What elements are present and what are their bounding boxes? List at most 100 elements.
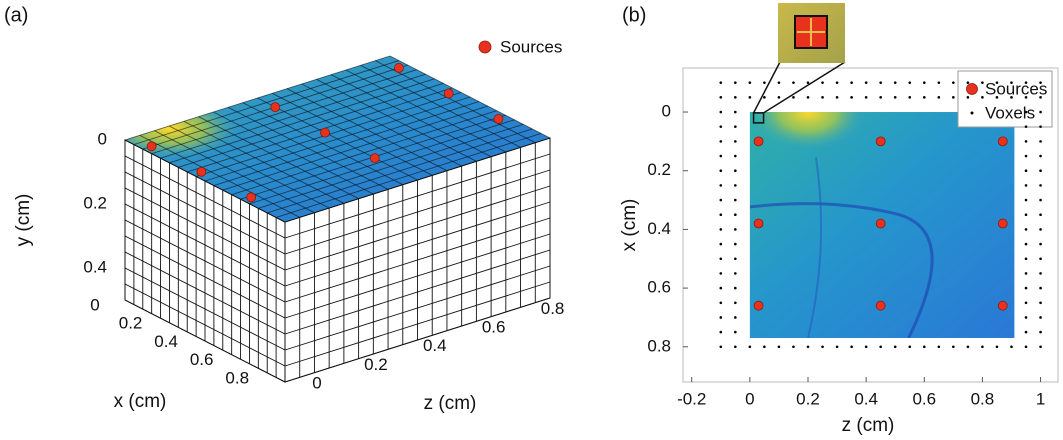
source-point <box>369 153 380 164</box>
voxel-edge <box>124 171 286 255</box>
voxel-edge <box>284 233 551 319</box>
voxel-point <box>792 345 795 349</box>
voxel-point <box>1039 198 1042 202</box>
voxel-point <box>1024 345 1028 349</box>
voxel-point <box>995 96 999 99</box>
voxel-point <box>734 125 737 128</box>
voxel-point <box>734 345 737 349</box>
voxel-edge <box>284 185 551 271</box>
voxel-point <box>719 169 723 173</box>
x-axis-label: z (cm) <box>842 415 895 436</box>
source-point <box>443 88 454 99</box>
voxel-point <box>719 272 723 275</box>
x-axis-label: x (cm) <box>114 391 167 412</box>
voxel-point <box>1010 96 1013 99</box>
voxel-point <box>1039 301 1042 305</box>
y-tick-label: 0.4 <box>83 257 107 276</box>
voxel-point <box>1039 345 1042 349</box>
voxel-edge <box>284 137 551 223</box>
voxel-point <box>1039 228 1042 231</box>
source-point <box>875 136 886 147</box>
voxel-point <box>1024 301 1028 305</box>
voxel-point <box>879 81 882 84</box>
voxel-point <box>835 96 839 99</box>
voxel-point <box>734 96 737 99</box>
legend-marker <box>966 83 978 95</box>
voxel-point <box>1010 345 1013 349</box>
voxel-point <box>719 213 723 217</box>
voxel-point <box>763 96 766 99</box>
x-tick-label: 0.8 <box>225 368 249 387</box>
source-point <box>875 300 886 311</box>
source-point <box>997 218 1008 229</box>
source-point <box>246 192 257 203</box>
legend-label: Sources <box>500 37 562 56</box>
voxel-point <box>937 96 941 99</box>
voxel-point <box>734 257 737 261</box>
voxel-edge <box>242 102 403 186</box>
voxel-point <box>850 96 853 99</box>
voxel-point <box>952 96 955 99</box>
y-axis-label: x (cm) <box>619 199 640 252</box>
x-tick-label: 0.4 <box>854 389 878 408</box>
source-point <box>146 141 157 152</box>
voxel-point <box>1024 242 1028 246</box>
voxel-point <box>1039 125 1042 128</box>
voxel-point <box>1024 272 1028 275</box>
zoom-box <box>752 112 765 124</box>
voxel-point <box>763 81 766 84</box>
voxel-point <box>719 316 723 319</box>
voxel-point <box>1039 81 1042 84</box>
voxel-point <box>1024 286 1028 290</box>
x-tick-label: 0.6 <box>912 389 936 408</box>
voxel-point <box>1024 257 1028 261</box>
voxel-edge <box>124 283 286 367</box>
voxel-point <box>1039 213 1042 217</box>
voxel-edge <box>124 203 286 287</box>
z-tick-label: 0.6 <box>482 317 506 336</box>
voxel-point <box>777 96 781 99</box>
voxel-point <box>879 345 882 349</box>
y-tick-label: 0.6 <box>647 278 671 297</box>
voxel-point <box>1039 96 1042 99</box>
voxel-point <box>952 345 955 349</box>
voxel-point <box>734 272 737 275</box>
voxel-point <box>719 242 723 246</box>
voxel-edge <box>345 69 507 153</box>
voxel-point <box>966 345 970 349</box>
voxel-edge <box>227 106 389 190</box>
zoom-line <box>752 61 781 114</box>
voxel-point <box>719 110 723 114</box>
voxel-point <box>1024 184 1028 187</box>
voxel-edge <box>257 97 418 181</box>
y-tick-label: 0.2 <box>83 193 107 212</box>
voxel-edge <box>124 267 286 351</box>
voxel-point <box>1024 213 1028 217</box>
voxel-point <box>1010 81 1013 84</box>
legend-marker <box>478 40 492 54</box>
voxel-edge <box>213 111 374 195</box>
voxel-point <box>908 81 912 84</box>
voxel-point <box>734 316 737 319</box>
source-point <box>196 166 207 177</box>
voxel-point <box>835 81 839 84</box>
voxel-point <box>981 345 984 349</box>
panel-label: (b) <box>622 4 646 26</box>
voxel-point <box>792 81 795 84</box>
legend-label: Voxels <box>985 103 1035 122</box>
voxel-edge <box>286 88 448 172</box>
y-tick-label: 0.4 <box>647 219 671 238</box>
voxel-point <box>734 228 737 231</box>
voxel-point <box>981 96 984 99</box>
voxel-point <box>893 345 897 349</box>
voxel-point <box>1024 198 1028 202</box>
heatmap-vein <box>749 202 934 338</box>
voxel-edge <box>272 92 433 176</box>
voxel-point <box>1024 169 1028 173</box>
voxel-edge <box>154 130 315 214</box>
voxel-point <box>835 345 839 349</box>
source-point <box>753 300 764 311</box>
source-point <box>270 102 281 113</box>
voxel-point <box>1024 125 1028 128</box>
